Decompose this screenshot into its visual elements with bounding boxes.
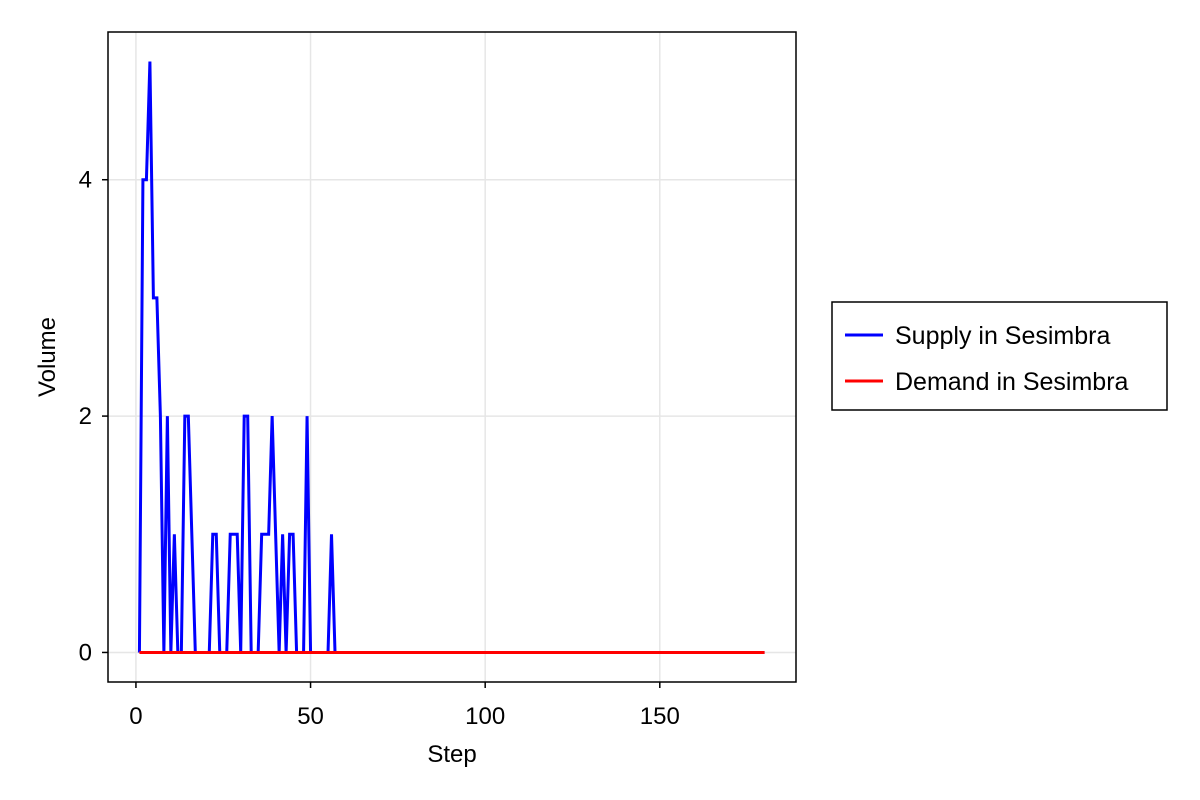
y-tick-label: 2: [79, 403, 92, 430]
x-axis-label: Step: [427, 741, 476, 768]
legend-box: [831, 301, 1168, 411]
y-axis-label: Volume: [34, 317, 61, 397]
y-tick-label: 0: [79, 639, 92, 666]
x-tick-label: 150: [640, 703, 680, 730]
series-lines: [137, 61, 765, 654]
y-tick-label: 4: [79, 167, 92, 194]
legend-label-supply: Supply in Sesimbra: [895, 322, 1110, 350]
legend-label-demand: Demand in Sesimbra: [895, 368, 1129, 396]
plot-frame: [107, 31, 797, 683]
x-tick-label: 0: [129, 703, 142, 730]
ticks: 0 50 100 150 0 2 4: [79, 167, 680, 730]
legend: Supply in Sesimbra Demand in Sesimbra: [831, 301, 1168, 411]
x-tick-label: 50: [297, 703, 324, 730]
x-tick-label: 100: [465, 703, 505, 730]
series-line-0: [137, 61, 765, 654]
